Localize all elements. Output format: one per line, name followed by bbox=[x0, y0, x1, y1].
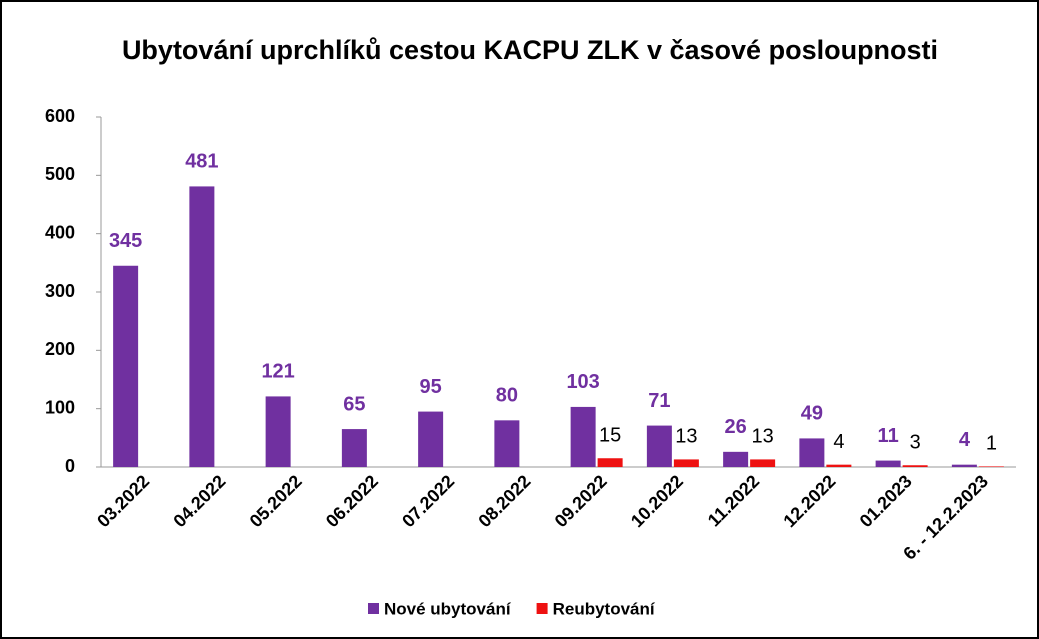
chart-title: Ubytování uprchlíků cestou KACPU ZLK v č… bbox=[122, 35, 938, 65]
bar bbox=[673, 459, 699, 467]
data-label: 4 bbox=[833, 431, 844, 453]
data-label: 4 bbox=[959, 429, 971, 451]
y-tick-label: 400 bbox=[45, 222, 75, 242]
data-label: 80 bbox=[496, 385, 518, 407]
y-tick-label: 500 bbox=[45, 164, 75, 184]
y-tick-label: 100 bbox=[45, 397, 75, 417]
data-label: 121 bbox=[261, 361, 294, 383]
data-label: 103 bbox=[566, 371, 599, 393]
bar bbox=[799, 438, 825, 467]
bar bbox=[875, 460, 901, 467]
bar bbox=[723, 451, 749, 467]
bar bbox=[902, 465, 928, 467]
bar bbox=[750, 459, 776, 467]
data-label: 345 bbox=[109, 230, 142, 252]
bar bbox=[418, 411, 444, 467]
bar bbox=[265, 396, 291, 467]
data-label: 95 bbox=[420, 376, 442, 398]
bar bbox=[597, 458, 623, 467]
bar bbox=[341, 429, 367, 467]
data-label: 49 bbox=[801, 403, 823, 425]
data-label: 65 bbox=[343, 393, 365, 415]
data-label: 3 bbox=[910, 432, 921, 454]
data-label: 71 bbox=[648, 390, 670, 412]
bar bbox=[646, 425, 672, 467]
y-tick-label: 200 bbox=[45, 339, 75, 359]
bar bbox=[189, 186, 215, 467]
data-label: 11 bbox=[878, 425, 899, 447]
data-label: 15 bbox=[599, 425, 621, 447]
y-tick-label: 300 bbox=[45, 281, 75, 301]
bar bbox=[978, 466, 1004, 467]
bar bbox=[570, 406, 596, 467]
bar bbox=[951, 464, 977, 467]
y-tick-label: 600 bbox=[45, 106, 75, 126]
bar bbox=[494, 420, 520, 467]
bar bbox=[113, 265, 139, 467]
data-label: 13 bbox=[752, 426, 774, 448]
data-label: 26 bbox=[725, 416, 747, 438]
y-tick-label: 0 bbox=[65, 456, 75, 476]
legend-label: Nové ubytování bbox=[384, 599, 512, 618]
legend-swatch bbox=[368, 603, 379, 614]
bar bbox=[826, 464, 852, 467]
legend-swatch bbox=[536, 603, 548, 614]
data-label: 13 bbox=[675, 426, 697, 448]
data-label: 1 bbox=[986, 433, 997, 455]
legend-label: Reubytování bbox=[553, 599, 656, 618]
data-label: 481 bbox=[185, 151, 218, 173]
